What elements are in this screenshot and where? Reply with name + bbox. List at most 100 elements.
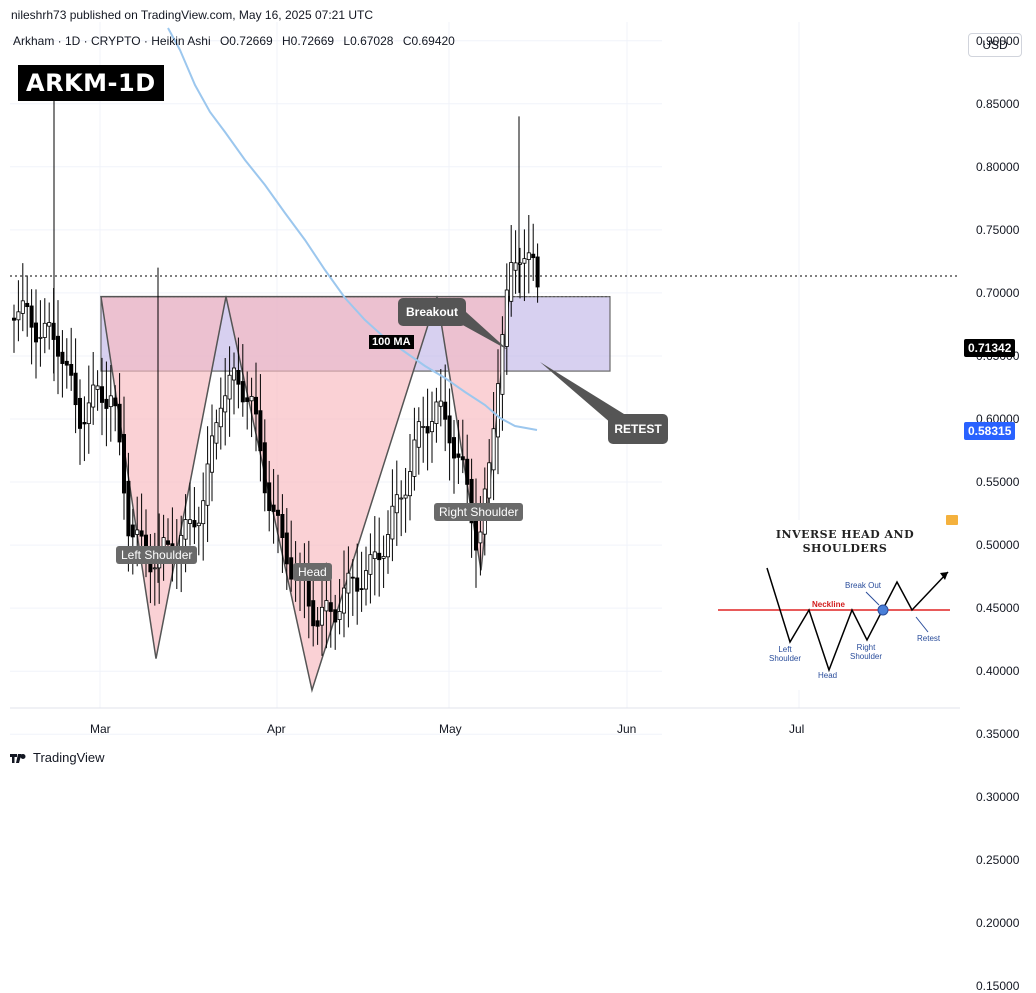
price-tick-label: 0.45000 bbox=[976, 601, 1020, 616]
candle-body bbox=[535, 256, 540, 288]
candle-body bbox=[368, 554, 373, 575]
candle bbox=[341, 550, 346, 638]
candle-body bbox=[412, 439, 417, 477]
candle-body bbox=[11, 317, 16, 321]
candle bbox=[372, 516, 377, 596]
inset-breakout-dot bbox=[877, 604, 889, 616]
candle bbox=[284, 508, 289, 590]
legend-low: L0.67028 bbox=[343, 34, 394, 48]
candle bbox=[531, 223, 536, 281]
candle-body bbox=[196, 522, 201, 527]
ma-100-line bbox=[167, 27, 538, 431]
candle bbox=[29, 289, 34, 365]
candle-body bbox=[359, 588, 364, 590]
candle-body bbox=[113, 397, 118, 407]
candle-body bbox=[271, 504, 276, 512]
candle-body bbox=[531, 253, 536, 259]
candle-body bbox=[139, 530, 144, 537]
candle-body bbox=[231, 367, 236, 381]
candle-body bbox=[451, 437, 456, 459]
candle-body bbox=[236, 370, 241, 385]
price-tick-label: 0.35000 bbox=[976, 727, 1020, 742]
candle-body bbox=[249, 396, 254, 402]
candle-body bbox=[38, 336, 43, 339]
candle bbox=[16, 280, 21, 342]
candle-body bbox=[306, 578, 311, 607]
ma-label: 100 MA bbox=[369, 335, 414, 349]
inset-diagram bbox=[718, 515, 958, 690]
inset-right-shoulder-label: Right Shoulder bbox=[850, 643, 882, 661]
candle-body bbox=[86, 402, 91, 425]
inset-retest-label: Retest bbox=[917, 634, 941, 643]
candle bbox=[122, 396, 127, 520]
candle-body bbox=[429, 421, 434, 433]
candle-body bbox=[315, 620, 320, 627]
candle bbox=[20, 263, 25, 332]
candle-body bbox=[95, 385, 100, 390]
right-shoulder-label: Right Shoulder bbox=[434, 503, 524, 521]
candle bbox=[333, 594, 338, 650]
candle bbox=[25, 275, 30, 337]
candle-body bbox=[183, 519, 188, 540]
candle bbox=[526, 215, 531, 294]
candle-body bbox=[100, 386, 105, 403]
candle bbox=[258, 374, 263, 482]
last-price-tag: 0.71342 bbox=[964, 339, 1016, 357]
candle bbox=[69, 327, 74, 391]
candle bbox=[82, 396, 87, 462]
price-tick-label: 0.30000 bbox=[976, 790, 1020, 805]
candle-body bbox=[377, 552, 382, 561]
candle-body bbox=[165, 540, 170, 545]
flag-icon bbox=[946, 515, 958, 525]
candle-body bbox=[319, 606, 324, 626]
candle bbox=[495, 349, 500, 475]
price-chart[interactable] bbox=[0, 0, 1036, 778]
candle-body bbox=[253, 396, 258, 415]
candle-body bbox=[504, 289, 509, 347]
time-tick-label: Jul bbox=[789, 722, 805, 736]
candle-body bbox=[416, 421, 421, 448]
candle bbox=[491, 391, 496, 501]
candle bbox=[117, 373, 122, 456]
ma-price-tag: 0.58315 bbox=[964, 422, 1016, 440]
candle bbox=[385, 510, 390, 574]
candle-body bbox=[341, 587, 346, 614]
ohlc-legend: Arkham · 1D · CRYPTO · Heikin Ashi O0.72… bbox=[13, 34, 461, 48]
price-tick-label: 0.50000 bbox=[976, 538, 1020, 553]
candle-body bbox=[240, 381, 245, 403]
retest-callout: RETEST bbox=[608, 414, 668, 444]
candle bbox=[223, 357, 228, 446]
candle bbox=[262, 419, 267, 512]
candle bbox=[328, 573, 333, 648]
inset-left-shoulder-line2: Shoulder bbox=[769, 654, 802, 663]
candle-body bbox=[245, 397, 250, 402]
candle-body bbox=[421, 426, 426, 428]
candle bbox=[346, 546, 351, 628]
candle bbox=[11, 304, 16, 353]
candle-body bbox=[407, 471, 412, 497]
candle-body bbox=[223, 395, 228, 413]
candle bbox=[271, 468, 276, 544]
currency-button[interactable]: USD bbox=[968, 33, 1022, 57]
candle-body bbox=[513, 262, 518, 271]
candle-body bbox=[500, 334, 505, 395]
retest-pointer bbox=[540, 362, 624, 424]
candle bbox=[253, 362, 258, 452]
candle-body bbox=[29, 305, 34, 328]
inset-right-shoulder-line1: Right bbox=[856, 643, 876, 652]
candle bbox=[91, 352, 96, 425]
candle-body bbox=[201, 500, 206, 525]
candle bbox=[267, 460, 272, 532]
price-tick-label: 0.55000 bbox=[976, 475, 1020, 490]
candle-body bbox=[280, 514, 285, 539]
candle bbox=[447, 388, 452, 481]
candle-body bbox=[73, 372, 78, 406]
candle-body bbox=[469, 478, 474, 524]
footer-brand[interactable]: TradingView bbox=[10, 750, 105, 765]
candle-body bbox=[328, 602, 333, 612]
candle-body bbox=[262, 442, 267, 494]
candle bbox=[104, 361, 109, 447]
candle bbox=[113, 385, 118, 432]
candle bbox=[421, 396, 426, 463]
candle bbox=[438, 369, 443, 427]
